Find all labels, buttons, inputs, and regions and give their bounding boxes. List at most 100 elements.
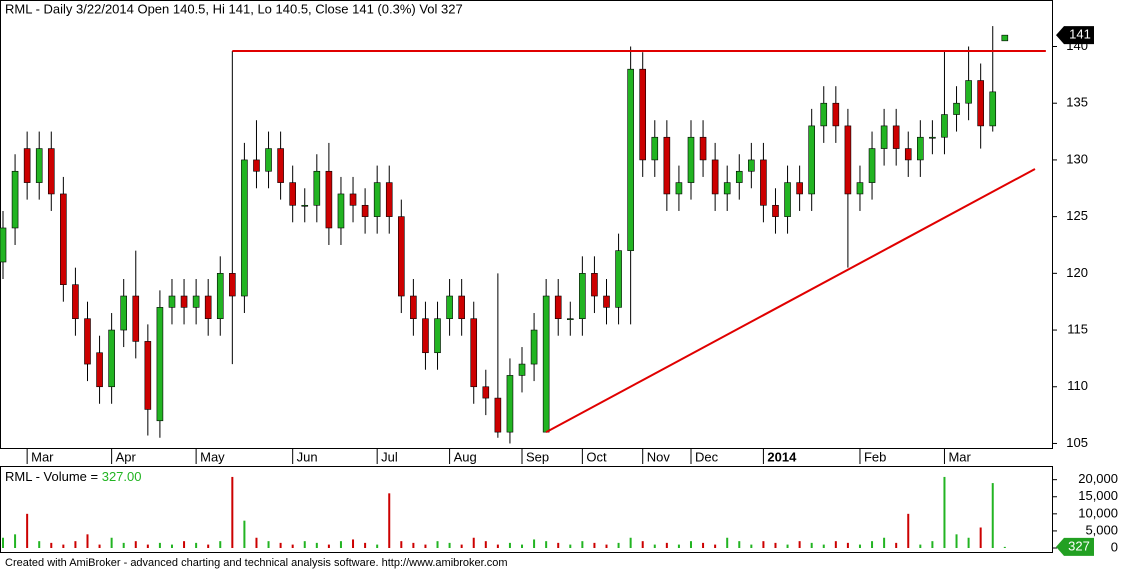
- candle-body: [108, 329, 115, 388]
- volume-bar: [339, 541, 342, 548]
- volume-bar: [50, 542, 53, 548]
- volume-bar: [327, 544, 330, 548]
- volume-bar: [134, 541, 137, 548]
- volume-bar: [243, 520, 246, 548]
- candle-body: [398, 216, 405, 297]
- volume-bar: [496, 544, 499, 548]
- candle-body: [289, 182, 296, 206]
- candle-body: [603, 295, 610, 308]
- candle-body: [977, 80, 984, 127]
- volume-bar: [400, 541, 403, 548]
- candle-body: [216, 273, 224, 320]
- candle-body: [313, 170, 321, 206]
- candle-body: [144, 341, 152, 410]
- candle-body: [554, 295, 562, 320]
- volume-bar: [641, 541, 644, 548]
- x-tick-label: 2014: [767, 449, 797, 464]
- volume-bar: [484, 541, 487, 548]
- candle-body: [470, 318, 478, 388]
- candle-body: [687, 136, 695, 183]
- candle-body: [35, 148, 43, 183]
- candle-body: [47, 148, 55, 195]
- volume-bar: [110, 537, 113, 548]
- candle-body: [651, 136, 659, 161]
- candle-body: [904, 148, 912, 161]
- candle-body: [675, 182, 683, 195]
- candle-body: [204, 295, 212, 320]
- candle-body: [23, 148, 31, 183]
- candle-body: [892, 125, 900, 149]
- candle-body: [699, 136, 707, 161]
- volume-bar: [183, 541, 186, 548]
- candle-body: [156, 307, 164, 422]
- volume-bar: [472, 537, 475, 548]
- volume-bar: [786, 544, 789, 548]
- volume-bar: [86, 534, 89, 548]
- volume-bar: [122, 542, 125, 548]
- volume-bar: [364, 542, 367, 548]
- volume-bar: [714, 544, 717, 548]
- volume-bar: [231, 476, 234, 548]
- volume-bar: [315, 542, 318, 548]
- candle-body: [711, 159, 719, 195]
- candle-body: [566, 318, 574, 321]
- volume-bar: [907, 513, 910, 548]
- volume-bar: [62, 544, 65, 548]
- volume-bar: [798, 541, 801, 548]
- candle-body: [1001, 34, 1009, 42]
- candle-body: [723, 182, 731, 195]
- y-tick-label: 135: [1066, 95, 1088, 110]
- candle-body: [953, 102, 960, 115]
- volume-bar: [545, 541, 548, 548]
- volume-bar: [726, 537, 729, 548]
- candle-body: [748, 159, 755, 172]
- candle-body: [772, 204, 779, 217]
- y-tick-label: 130: [1066, 151, 1088, 166]
- volume-bar: [255, 537, 258, 548]
- volume-bar: [279, 542, 282, 548]
- candle-body: [820, 102, 828, 127]
- volume-bar: [810, 542, 813, 548]
- volume-title: RML - Volume = 327.00: [5, 469, 141, 484]
- volume-bar: [617, 542, 620, 548]
- price-panel: [0, 0, 1053, 449]
- volume-bar: [738, 541, 741, 548]
- volume-bar: [26, 513, 29, 548]
- candle-body: [60, 193, 67, 285]
- candle-body: [410, 295, 417, 320]
- candle-body: [735, 170, 743, 183]
- volume-bar: [14, 534, 17, 548]
- candle-body: [96, 352, 103, 388]
- volume-bar: [943, 476, 946, 548]
- candle-body: [929, 136, 936, 139]
- candle-body: [84, 318, 91, 365]
- candle-body: [627, 68, 634, 251]
- volume-bar: [195, 542, 198, 548]
- volume-bar: [979, 527, 982, 548]
- candle-body: [241, 159, 248, 297]
- candle-body: [856, 182, 864, 195]
- y-tick-label: 120: [1066, 265, 1088, 280]
- volume-tick-label: 20,000: [1078, 471, 1118, 486]
- volume-bar: [1003, 546, 1006, 548]
- volume-bar: [98, 544, 101, 548]
- x-tick-label: Mar: [948, 449, 971, 464]
- x-tick-label: Jul: [381, 449, 398, 464]
- volume-bar: [834, 541, 837, 548]
- volume-bar: [424, 544, 427, 548]
- volume-bar: [702, 542, 705, 548]
- candle-body: [277, 148, 284, 183]
- candle-body: [917, 136, 924, 161]
- candle-body: [422, 318, 429, 354]
- volume-bar: [605, 544, 608, 548]
- x-tick-label: Oct: [586, 449, 607, 464]
- candle-body: [615, 250, 622, 308]
- candle-body: [506, 375, 514, 433]
- candle-body: [325, 170, 333, 229]
- candle-body: [192, 295, 200, 308]
- candle-body: [989, 91, 997, 127]
- candle-body: [965, 80, 972, 104]
- x-tick-label: Aug: [454, 449, 477, 464]
- candle-body: [579, 273, 586, 320]
- volume-bar: [412, 542, 415, 548]
